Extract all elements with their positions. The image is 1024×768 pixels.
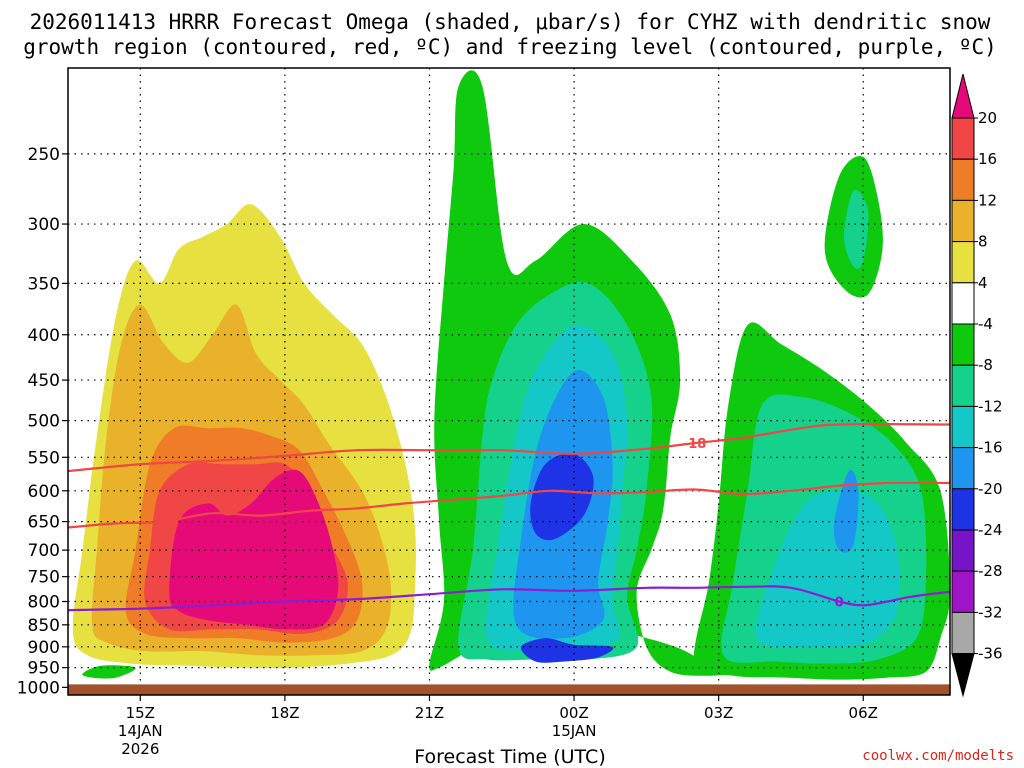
colorbar-swatch-12 <box>951 570 975 613</box>
x-tick-label-15Z: 15Z <box>126 704 155 722</box>
colorbar-label-10: -24 <box>978 521 1003 539</box>
y-tick-label-850: 850 <box>28 616 60 636</box>
x-tick-date-00Z: 15JAN <box>552 722 597 740</box>
colorbar-swatch-1 <box>951 117 975 160</box>
colorbar-label-7: -12 <box>978 397 1003 415</box>
freezing-level-contour <box>68 585 950 612</box>
x-axis-label: Forecast Time (UTC) <box>414 746 605 768</box>
plot-area: -18 -12 0 <box>67 67 951 696</box>
x-tick-label-03Z: 03Z <box>704 704 733 722</box>
dgz-contour-minus18-label: -18 <box>683 437 707 452</box>
colorbar-label-8: -16 <box>978 439 1003 457</box>
y-tick-label-750: 750 <box>28 568 60 588</box>
colorbar-swatch-10 <box>951 488 975 531</box>
dgz-contour-minus12-label: -12 <box>153 516 177 531</box>
y-tick-label-600: 600 <box>28 482 60 502</box>
colorbar-swatch-7 <box>951 364 975 407</box>
contour-lines: -18 -12 0 <box>68 423 950 612</box>
colorbar-bottom-triangle <box>951 653 975 698</box>
x-tick-date-15Z: 14JAN <box>118 722 163 740</box>
chart-title-line-1: 2026011413 HRRR Forecast Omega (shaded, … <box>30 10 991 34</box>
y-tick-label-950: 950 <box>28 659 60 679</box>
y-tick-label-400: 400 <box>28 326 60 346</box>
dgz-contour-minus18 <box>68 423 950 473</box>
x-tick-label-06Z: 06Z <box>849 704 878 722</box>
y-tick-label-300: 300 <box>28 215 60 235</box>
x-tick-label-21Z: 21Z <box>415 704 444 722</box>
colorbar-label-5: -4 <box>978 315 993 333</box>
colorbar-label-2: 12 <box>978 191 997 209</box>
colorbar-swatch-5 <box>951 282 975 325</box>
y-tick-label-800: 800 <box>28 593 60 613</box>
colorbar-swatch-9 <box>951 447 975 490</box>
omega-region-ascent-core-20 <box>169 469 339 630</box>
plot-frame <box>67 67 951 696</box>
x-tick-label-00Z: 00Z <box>559 704 588 722</box>
omega-region-descent-upper-east-neg8 <box>844 189 869 269</box>
y-tick-label-350: 350 <box>28 274 60 294</box>
omega-region-descent-east-neg16 <box>833 469 859 553</box>
omega-shading <box>72 70 950 680</box>
y-tick-label-700: 700 <box>28 541 60 561</box>
colorbar-label-6: -8 <box>978 356 993 374</box>
colorbar-label-1: 16 <box>978 150 997 168</box>
y-tick-label-900: 900 <box>28 638 60 658</box>
y-tick-label-450: 450 <box>28 371 60 391</box>
x-tick-year-15Z: 2026 <box>121 740 159 758</box>
colorbar-top-triangle <box>951 73 975 119</box>
omega-region-descent-low-level-neg20 <box>520 638 614 663</box>
colorbar: 20 16 12 8 4 -4 -8 -12 -16 -20 -24 -28 -32 -36 <box>951 73 1003 698</box>
surface-ground <box>68 684 950 695</box>
colorbar-label-12: -32 <box>978 603 1003 621</box>
credit-text: coolwx.com/modelts <box>862 748 1014 764</box>
omega-region-descent-main-neg20 <box>530 453 594 541</box>
colorbar-swatch-11 <box>951 529 975 572</box>
colorbar-swatch-8 <box>951 405 975 449</box>
colorbar-label-3: 8 <box>978 233 988 251</box>
colorbar-label-4: 4 <box>978 274 988 292</box>
colorbar-swatch-6 <box>951 323 975 366</box>
y-axis: 2503003504004505005506006507007508008509… <box>17 145 68 698</box>
colorbar-swatch-13 <box>951 611 975 655</box>
colorbar-swatch-4 <box>951 241 975 284</box>
y-tick-label-650: 650 <box>28 513 60 533</box>
colorbar-label-9: -20 <box>978 480 1003 498</box>
freezing-level-contour-label: 0 <box>835 596 844 611</box>
x-tick-label-18Z: 18Z <box>270 704 299 722</box>
y-tick-label-550: 550 <box>28 448 60 468</box>
chart-title-line-2: growth region (contoured, red, ºC) and f… <box>23 35 997 59</box>
y-tick-label-1000: 1000 <box>17 678 60 698</box>
omega-region-descent-east-neg12 <box>755 490 901 648</box>
grid-lines <box>68 68 950 695</box>
y-tick-label-500: 500 <box>28 412 60 432</box>
colorbar-label-13: -36 <box>978 645 1003 663</box>
colorbar-swatch-3 <box>951 199 975 243</box>
omega-region-descent-surface-west-neg4 <box>82 665 136 679</box>
colorbar-label-0: 20 <box>978 109 997 127</box>
colorbar-swatch-2 <box>951 158 975 201</box>
y-tick-label-250: 250 <box>28 145 60 165</box>
dgz-contour-minus12 <box>68 481 950 529</box>
colorbar-label-11: -28 <box>978 562 1003 580</box>
